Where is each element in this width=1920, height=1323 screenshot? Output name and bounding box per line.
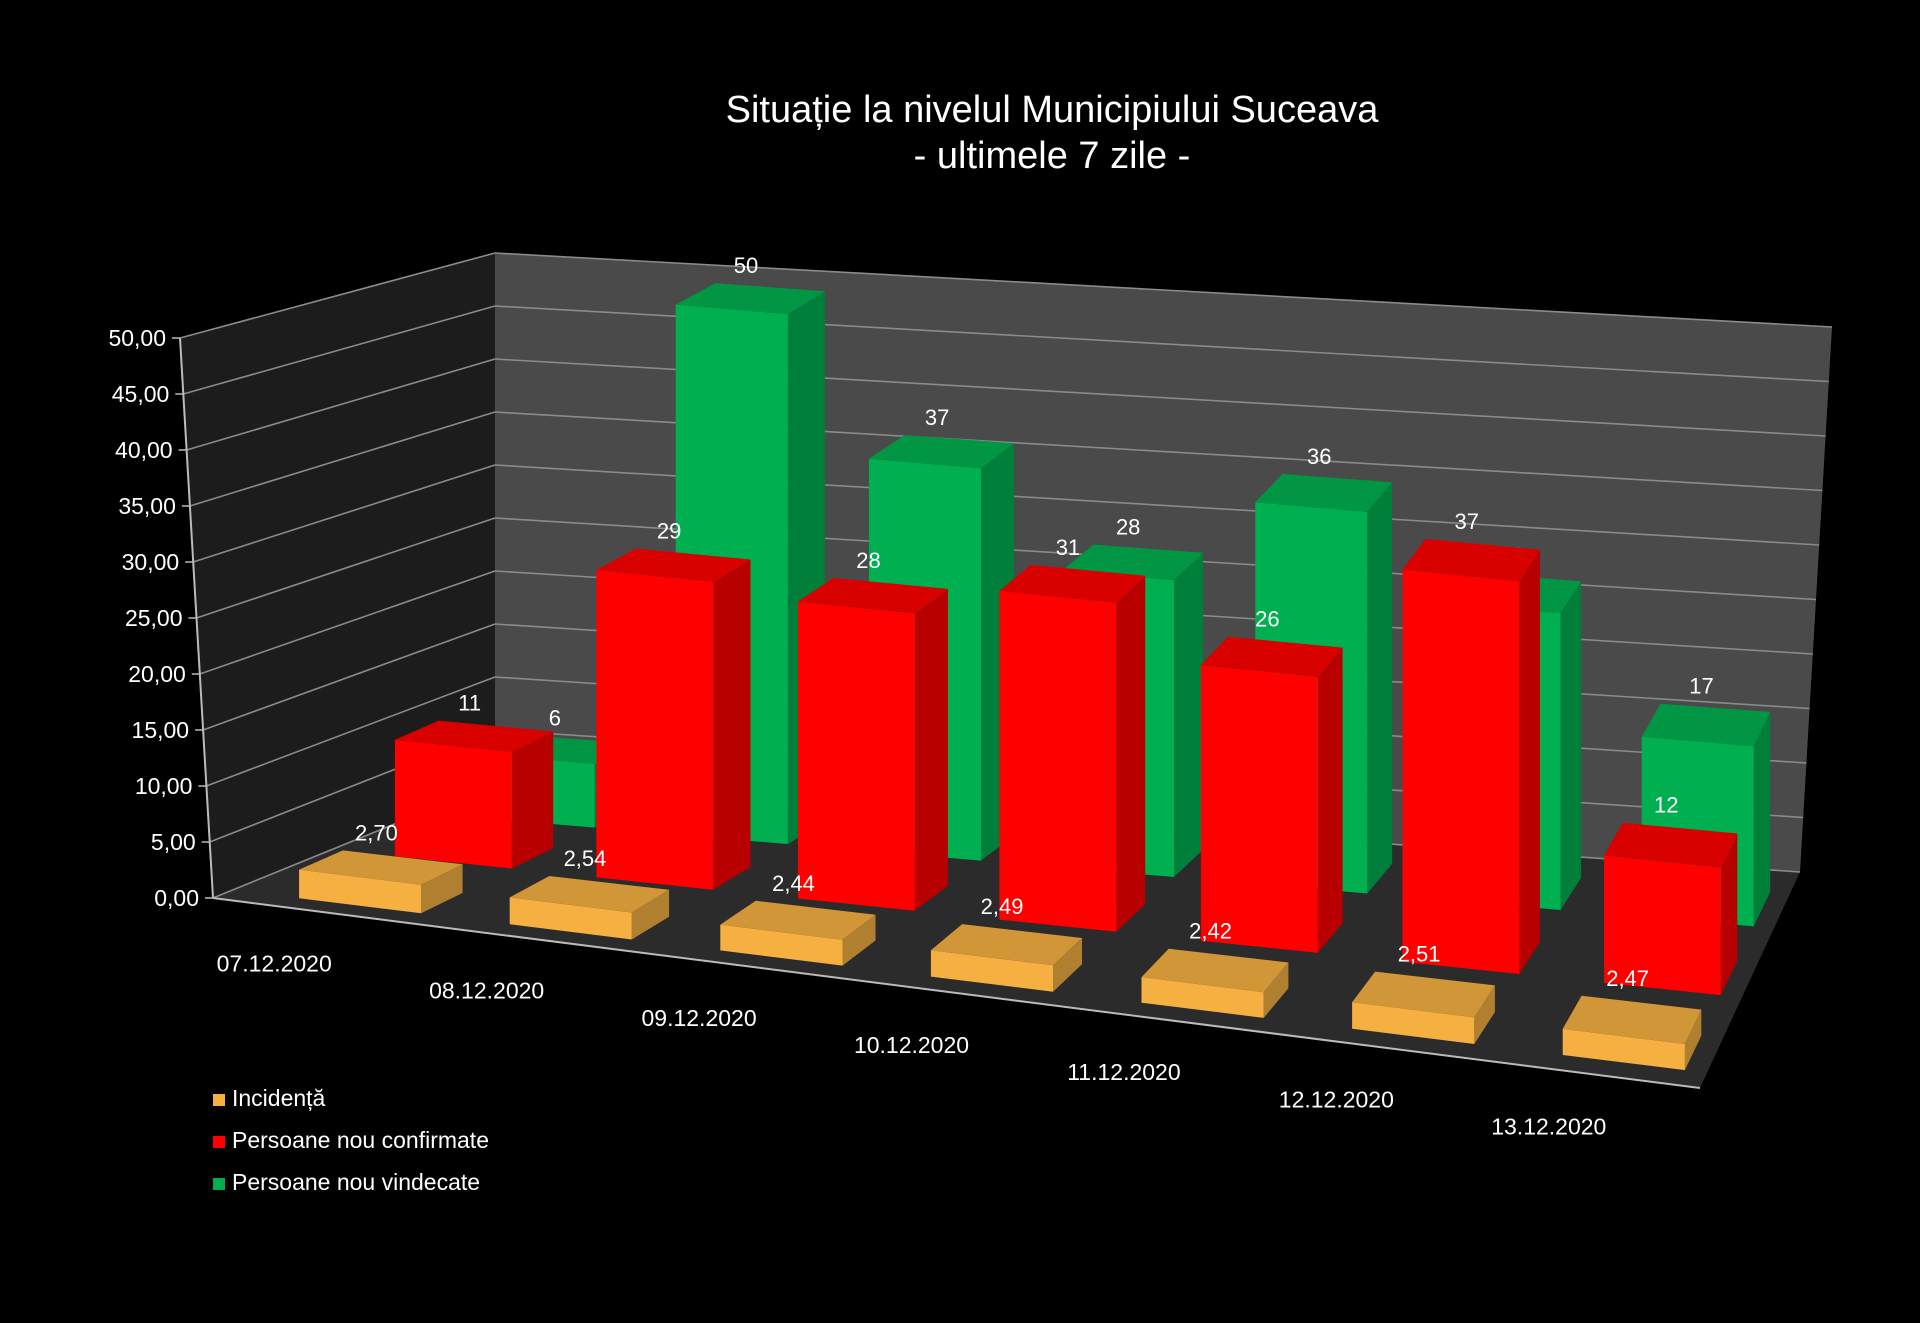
bar-persoane-nou-confirmate — [395, 721, 553, 869]
data-label: 2,42 — [1189, 919, 1232, 944]
bar-side — [1561, 581, 1582, 910]
x-tick-label: 08.12.2020 — [429, 978, 544, 1004]
data-label: 2,51 — [1398, 942, 1441, 967]
legend-swatch — [213, 1136, 225, 1148]
bar-persoane-nou-confirmate — [1403, 539, 1540, 974]
y-tick-label: 10,00 — [135, 773, 193, 799]
bar-side — [1367, 482, 1392, 893]
y-tick-label: 40,00 — [115, 437, 173, 463]
bar-front — [798, 602, 915, 911]
bar-side — [1519, 550, 1540, 974]
legend: Incidență Persoane nou confirmate Persoane… — [213, 1085, 489, 1195]
x-tick-label: 07.12.2020 — [217, 951, 332, 977]
y-tick-label: 25,00 — [125, 605, 183, 631]
bar-persoane-nou-confirmate — [1201, 637, 1343, 953]
bar-front — [999, 591, 1116, 932]
bar-persoane-nou-confirmate — [999, 565, 1145, 932]
y-tick-label: 45,00 — [112, 381, 170, 407]
data-label: 50 — [734, 253, 758, 278]
legend-label: Persoane nou vindecate — [232, 1169, 480, 1195]
data-label: 28 — [856, 548, 880, 573]
data-label: 37 — [925, 405, 949, 430]
x-tick-label: 11.12.2020 — [1067, 1059, 1180, 1085]
bar-front — [596, 570, 713, 890]
bar-side — [1116, 576, 1145, 932]
y-tick-label: 15,00 — [132, 717, 190, 743]
legend-swatch — [213, 1178, 225, 1190]
data-label: 2,70 — [355, 820, 398, 845]
bar-side — [713, 560, 750, 890]
data-label: 11 — [458, 691, 481, 716]
legend-swatch — [213, 1094, 225, 1106]
bar-persoane-nou-confirmate — [596, 549, 750, 890]
y-tick-label: 20,00 — [128, 661, 186, 687]
y-tick-label: 0,00 — [154, 885, 199, 911]
legend-label: Persoane nou confirmate — [232, 1127, 489, 1153]
bar-front — [395, 740, 512, 869]
chart-subtitle: - ultimele 7 zile - — [914, 135, 1191, 177]
x-tick-label: 13.12.2020 — [1491, 1113, 1606, 1139]
data-label: 2,47 — [1606, 966, 1649, 991]
y-tick-label: 50,00 — [108, 325, 166, 351]
y-tick-label: 35,00 — [118, 493, 176, 519]
x-tick-label: 10.12.2020 — [854, 1032, 969, 1058]
data-label: 6 — [549, 705, 561, 730]
data-label: 31 — [1056, 535, 1080, 560]
data-label: 29 — [657, 519, 681, 544]
bar-side — [512, 732, 553, 869]
data-label: 37 — [1455, 509, 1479, 534]
bar-side — [915, 589, 948, 911]
data-label: 17 — [1689, 674, 1713, 699]
data-label: 12 — [1654, 793, 1678, 818]
chart-title: Situație la nivelul Municipiului Suceava — [726, 89, 1380, 131]
x-tick-label: 09.12.2020 — [642, 1005, 757, 1031]
bar-side — [1754, 712, 1771, 927]
data-label: 28 — [1116, 515, 1140, 540]
bar-side — [1318, 648, 1343, 953]
data-label: 2,49 — [981, 894, 1024, 919]
y-tick-label: 30,00 — [122, 549, 180, 575]
x-tick-label: 12.12.2020 — [1279, 1086, 1394, 1112]
y-tick-label: 5,00 — [151, 829, 196, 855]
bar-persoane-nou-confirmate — [798, 578, 948, 911]
data-label: 2,54 — [564, 846, 607, 871]
data-label: 26 — [1255, 607, 1279, 632]
bar-front — [1201, 665, 1318, 953]
data-label: 2,44 — [772, 871, 815, 896]
bar-side — [1174, 553, 1203, 877]
bar-front — [1403, 570, 1520, 974]
legend-label: Incidență — [232, 1085, 326, 1111]
data-label: 36 — [1307, 444, 1331, 469]
